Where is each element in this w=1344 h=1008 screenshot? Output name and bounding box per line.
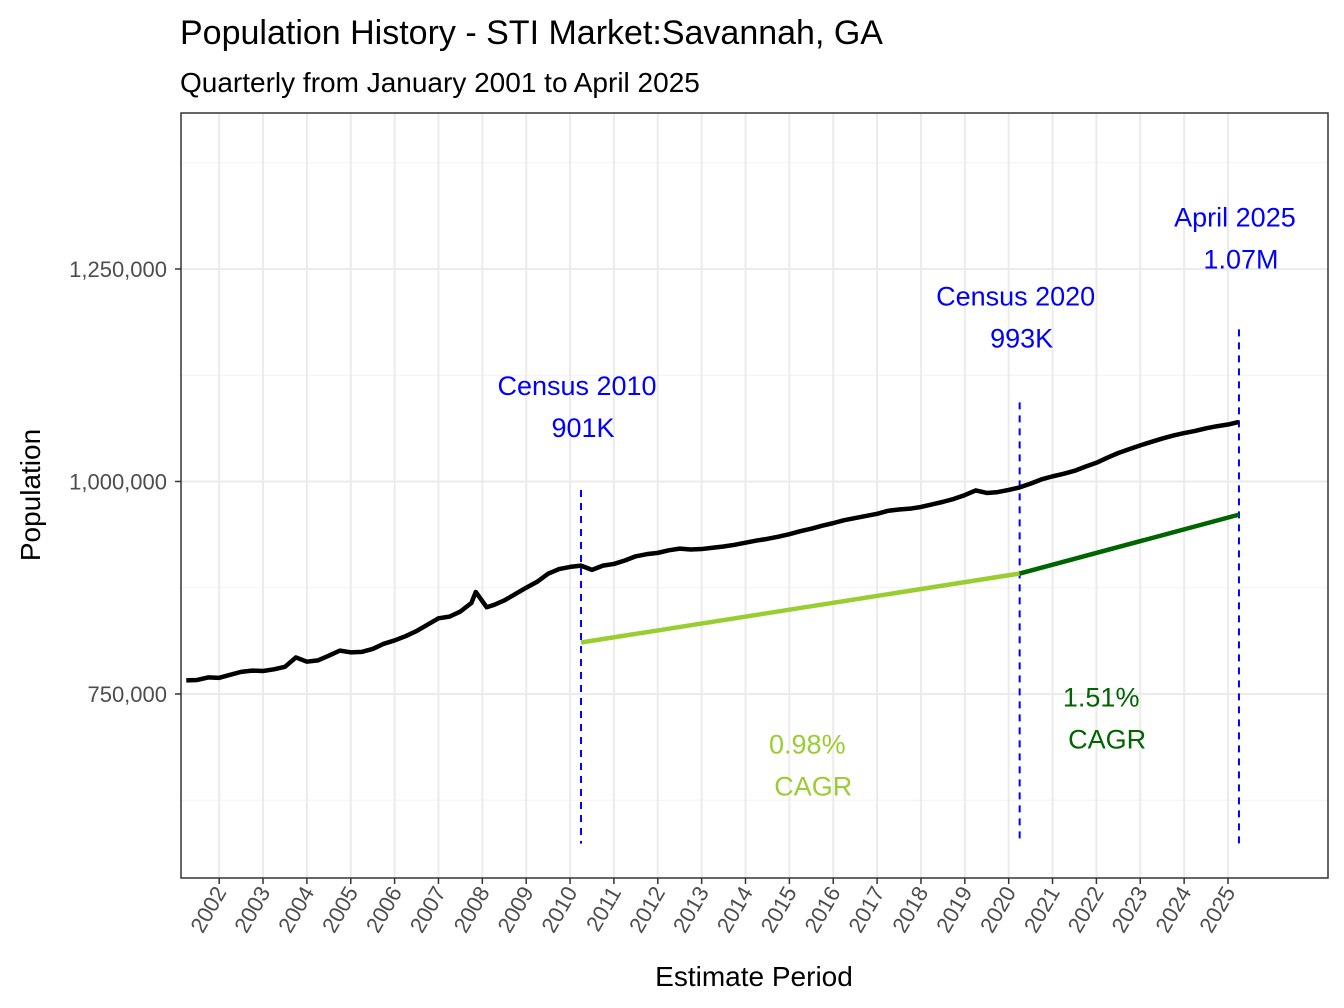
x-tick-label: 2009 xyxy=(492,882,538,937)
x-tick-label: 2013 xyxy=(668,882,714,937)
plot-border xyxy=(180,112,1329,879)
annotation-label: Census 2020 xyxy=(936,282,1095,312)
x-tick-label: 2018 xyxy=(887,882,933,937)
x-tick-label: 2019 xyxy=(931,882,977,937)
annotation-label: April 2025 xyxy=(1174,202,1296,232)
x-tick-label: 2003 xyxy=(229,882,275,937)
x-tick-label: 2002 xyxy=(185,882,231,937)
annotation-label: Census 2010 xyxy=(497,371,656,401)
x-tick-label: 2022 xyxy=(1063,882,1109,937)
chart-title: Population History - STI Market:Savannah… xyxy=(180,14,883,52)
x-tick-label: 2024 xyxy=(1150,882,1196,937)
annotation-label: 1.51% xyxy=(1063,683,1140,713)
x-axis-label: Estimate Period xyxy=(655,961,853,992)
x-tick-label: 2014 xyxy=(712,882,758,937)
y-tick-label: 1,000,000 xyxy=(69,469,167,494)
x-tick-label: 2006 xyxy=(361,882,407,937)
x-tick-label: 2023 xyxy=(1106,882,1152,937)
x-tick-label: 2004 xyxy=(273,882,319,937)
population-line xyxy=(186,419,1240,683)
y-axis-label: Population xyxy=(15,429,46,561)
x-tick-label: 2008 xyxy=(449,882,495,937)
x-tick-label: 2021 xyxy=(1019,882,1065,937)
x-tick-label: 2010 xyxy=(536,882,582,937)
y-tick-label: 1,250,000 xyxy=(69,257,167,282)
axes: 750,0001,000,0001,250,000200220032004200… xyxy=(69,257,1240,937)
x-tick-label: 2017 xyxy=(843,882,889,937)
annotation-value: 1.07M xyxy=(1203,244,1278,274)
grid xyxy=(181,113,1328,878)
y-tick-label: 750,000 xyxy=(87,682,167,707)
x-tick-label: 2016 xyxy=(799,882,845,937)
cagr-line xyxy=(1019,512,1240,576)
annotation-value: CAGR xyxy=(774,771,852,801)
x-tick-label: 2025 xyxy=(1194,882,1240,937)
x-tick-label: 2011 xyxy=(581,882,626,935)
x-tick-label: 2012 xyxy=(624,882,670,937)
annotations: Census 2010 901K Census 2020 993K April 2025… xyxy=(497,202,1295,801)
x-tick-label: 2007 xyxy=(405,882,451,937)
annotation-value: CAGR xyxy=(1068,725,1146,755)
x-tick-label: 2015 xyxy=(756,882,802,937)
reference-lines xyxy=(580,329,1240,844)
annotation-value: 901K xyxy=(551,413,614,443)
annotation-label: 0.98% xyxy=(769,729,846,759)
x-tick-label: 2005 xyxy=(317,882,363,937)
cagr-line xyxy=(580,571,1020,645)
series-layer xyxy=(186,419,1240,683)
chart-subtitle: Quarterly from January 2001 to April 202… xyxy=(180,67,700,98)
annotation-value: 993K xyxy=(990,324,1053,354)
x-tick-label: 2020 xyxy=(975,882,1021,937)
